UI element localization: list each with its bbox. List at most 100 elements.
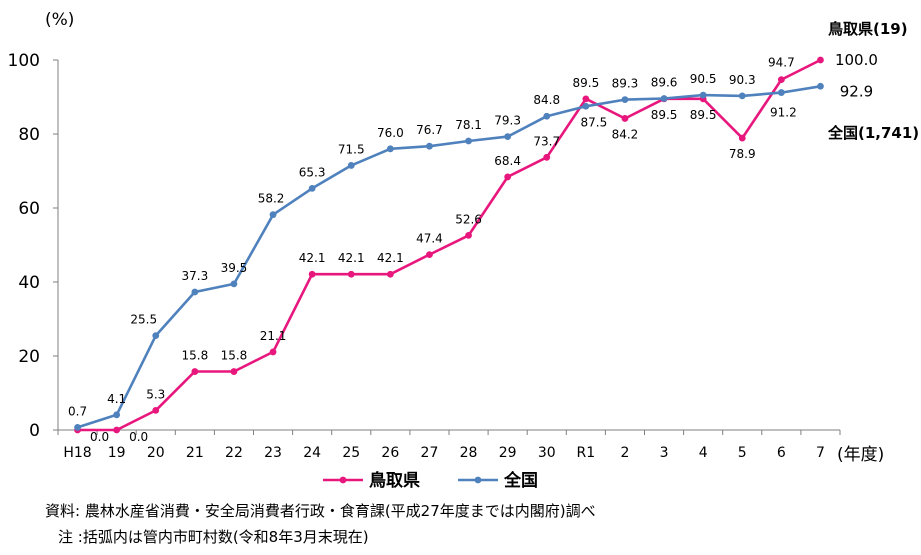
series-line-0 — [77, 58, 822, 432]
data-label: 89.3 — [612, 77, 639, 91]
data-point — [543, 153, 551, 161]
data-label: 0.7 — [68, 404, 87, 418]
data-label: 90.5 — [690, 72, 717, 86]
data-point — [504, 173, 512, 181]
data-point — [347, 162, 355, 169]
data-label: 89.5 — [572, 76, 599, 90]
data-label: 89.5 — [690, 108, 717, 122]
data-label: 84.2 — [612, 127, 639, 141]
data-point — [426, 251, 433, 259]
data-label: 58.2 — [258, 192, 285, 206]
data-labels: 0.0 0.0 5.3 15.8 15.8 21.1 42.1 42.1 42.1 47.4 52.… — [68, 51, 878, 444]
x-tick-label: 6 — [777, 445, 786, 461]
data-label: 0.0 — [129, 430, 148, 444]
legend-swatch-marker — [339, 476, 347, 484]
data-label: 39.5 — [221, 261, 248, 275]
data-point — [465, 137, 472, 145]
data-label: 79.3 — [494, 114, 521, 128]
legend-label: 全国 — [503, 470, 538, 491]
x-tick-label: 5 — [738, 445, 747, 461]
data-label: 42.1 — [338, 251, 365, 265]
data-point — [582, 102, 590, 110]
legend-label: 鳥取県 — [369, 470, 420, 491]
x-tick-label: 27 — [421, 445, 439, 461]
data-point — [308, 270, 316, 278]
x-axis-ticks: H18 19 20 21 22 23 24 25 26 27 28 29 30 R1 2 3 4 5 6 7 — [57, 430, 841, 461]
data-point — [152, 406, 160, 414]
y-tick-label: 0 — [29, 421, 40, 441]
side-label-tottori: 鳥取県(19) — [828, 20, 908, 38]
data-point — [777, 89, 785, 96]
x-tick-label: 2 — [620, 445, 629, 461]
legend: 鳥取県 全国 — [323, 470, 538, 491]
data-point — [152, 332, 160, 340]
y-axis-unit: (%) — [45, 10, 74, 30]
data-point — [582, 95, 590, 103]
y-tick-label: 40 — [18, 273, 40, 293]
data-point — [817, 56, 824, 64]
data-label: 71.5 — [338, 142, 365, 156]
series-layer — [74, 56, 824, 434]
data-label: 100.0 — [835, 51, 878, 69]
data-point — [230, 280, 238, 288]
data-label: 92.9 — [840, 82, 873, 100]
data-point — [699, 91, 707, 99]
legend-swatch-marker — [474, 476, 482, 484]
side-label-national: 全国(1,741) — [827, 124, 919, 142]
data-label: 78.9 — [729, 147, 756, 161]
data-point — [113, 411, 121, 419]
x-tick-label: 19 — [108, 445, 126, 461]
data-label: 52.6 — [455, 212, 482, 226]
data-label: 68.4 — [494, 154, 521, 168]
data-point — [347, 270, 355, 278]
data-label: 87.5 — [580, 115, 607, 129]
data-label: 15.8 — [181, 349, 208, 363]
data-point — [269, 348, 277, 356]
x-tick-label: 7 — [816, 445, 825, 461]
y-tick-label: 80 — [18, 125, 40, 145]
data-point — [465, 231, 472, 239]
data-point — [738, 134, 746, 142]
data-label: 91.2 — [770, 106, 797, 120]
data-label: 42.1 — [299, 251, 326, 265]
data-label: 4.1 — [107, 392, 126, 406]
y-tick-label: 60 — [18, 199, 40, 219]
data-label: 65.3 — [299, 165, 326, 179]
x-tick-label: 20 — [147, 445, 165, 461]
x-tick-label: 3 — [660, 445, 669, 461]
x-tick-label: 30 — [538, 445, 556, 461]
data-label: 37.3 — [181, 269, 208, 283]
data-label: 42.1 — [377, 251, 404, 265]
data-point — [660, 95, 668, 102]
x-tick-label: 22 — [225, 445, 243, 461]
data-point — [543, 112, 551, 120]
x-axis-unit: (年度) — [837, 445, 884, 465]
data-label: 0.0 — [90, 430, 109, 444]
x-tick-label: R1 — [577, 445, 596, 461]
data-point — [777, 76, 785, 84]
data-point — [74, 424, 81, 431]
data-point — [386, 270, 394, 278]
data-label: 15.8 — [221, 349, 248, 363]
data-label: 25.5 — [130, 313, 157, 327]
data-point — [621, 115, 629, 122]
data-label: 76.7 — [416, 123, 443, 137]
data-label: 90.3 — [729, 73, 756, 87]
data-point — [230, 368, 238, 375]
data-label: 5.3 — [146, 387, 165, 401]
x-tick-label: H18 — [63, 445, 91, 461]
data-point — [621, 96, 629, 103]
data-label: 73.7 — [533, 134, 560, 148]
data-point — [113, 426, 121, 434]
data-point — [504, 133, 512, 140]
data-label: 76.0 — [377, 126, 404, 140]
data-label: 47.4 — [416, 232, 443, 246]
data-point — [269, 211, 277, 219]
x-tick-label: 4 — [699, 445, 708, 461]
data-point — [817, 82, 824, 90]
data-point — [191, 288, 199, 296]
data-label: 21.1 — [260, 329, 287, 343]
y-tick-label: 100 — [8, 51, 40, 71]
y-tick-label: 20 — [18, 347, 40, 367]
